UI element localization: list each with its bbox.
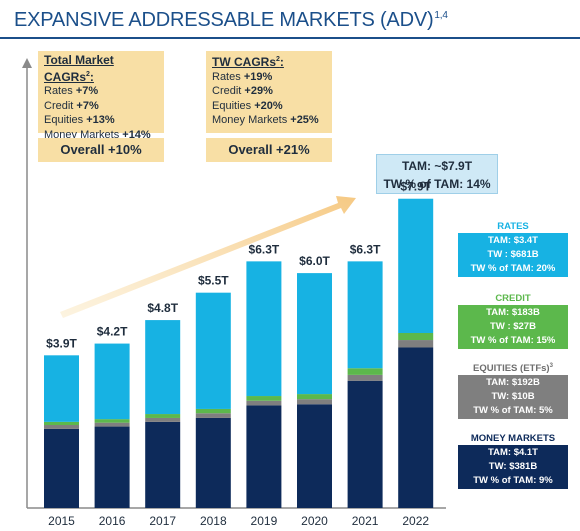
total-cagr-heading: Total Market CAGRs2: <box>44 53 114 84</box>
money-markets-tam: TAM: $4.1T <box>488 447 538 458</box>
bar-total-label-2016: $4.2T <box>97 325 128 339</box>
bar-segment-2022-money-markets <box>398 347 434 508</box>
bar-segment-2018-equities-etfs <box>195 413 231 418</box>
bar-total-label-2021: $6.3T <box>350 242 381 256</box>
money-markets-detail-box: TAM: $4.1T TW: $381B TW % of TAM: 9% <box>458 445 568 489</box>
bar-segment-2018-rates <box>195 292 231 409</box>
bar-segment-2015-rates <box>44 355 79 422</box>
page-title: EXPANSIVE ADDRESSABLE MARKETS (ADV)1,4 <box>14 9 448 31</box>
credit-detail-box: TAM: $183B TW : $27B TW % of TAM: 15% <box>458 305 568 349</box>
credit-tw: TW : $27B <box>490 321 536 332</box>
credit-title: CREDIT <box>495 293 531 304</box>
total-market-cagr-box: Total Market CAGRs2: Rates +7% Credit +7… <box>38 51 164 141</box>
tam-callout-total: TAM: ~$7.9T <box>401 159 473 173</box>
rates-detail-box: TAM: $3.4T TW : $681B TW % of TAM: 20% <box>458 233 568 277</box>
bar-segment-2016-rates <box>94 343 130 420</box>
title-divider <box>0 37 580 39</box>
tw-cagr-box: TW CAGRs2: Rates +19% Credit +29% Equiti… <box>206 51 332 133</box>
bar-total-label-2017: $4.8T <box>147 301 178 315</box>
x-tick-label-2019: 2019 <box>251 514 278 528</box>
bar-segment-2021-money-markets <box>347 380 383 508</box>
bar-segment-2020-credit <box>297 394 332 400</box>
x-tick-label-2017: 2017 <box>149 514 176 528</box>
total-cagr-rates: Rates +7% <box>44 85 99 98</box>
total-cagr-money-markets: Money Markets +14% <box>44 128 151 141</box>
bar-segment-2019-money-markets <box>246 405 282 508</box>
bar-segment-2016-money-markets <box>94 426 130 508</box>
bar-segment-2019-credit <box>246 396 282 401</box>
bar-segment-2022-rates <box>398 198 434 334</box>
bar-segment-2015-credit <box>44 421 79 426</box>
total-cagr-equities: Equities +13% <box>44 114 115 127</box>
bar-total-label-2018: $5.5T <box>198 274 229 288</box>
tw-cagr-heading: TW CAGRs2: <box>212 55 284 69</box>
tw-overall-badge: Overall +21% <box>206 138 332 162</box>
bar-segment-2017-money-markets <box>145 421 181 508</box>
bar-segment-2022-equities-etfs <box>398 340 434 348</box>
bar-segment-2020-rates <box>297 273 332 395</box>
bar-segment-2021-equities-etfs <box>347 374 383 381</box>
x-tick-label-2016: 2016 <box>99 514 126 528</box>
bar-segment-2022-credit <box>398 333 434 341</box>
credit-tam: TAM: $183B <box>486 307 540 318</box>
equities-tw: TW: $10B <box>491 391 535 402</box>
money-markets-tw: TW: $381B <box>488 461 538 472</box>
money-markets-title: MONEY MARKETS <box>470 433 556 444</box>
bar-total-label-2020: $6.0T <box>299 254 330 268</box>
bar-segment-2019-rates <box>246 261 282 397</box>
bar-segment-2017-rates <box>145 320 181 415</box>
tw-cagr-money-markets: Money Markets +25% <box>212 114 319 127</box>
tw-cagr-credit: Credit +29% <box>212 85 273 98</box>
x-tick-label-2021: 2021 <box>352 514 379 528</box>
bar-segment-2019-equities-etfs <box>246 400 282 406</box>
bar-segment-2018-money-markets <box>195 417 231 508</box>
trend-arrow <box>60 196 356 318</box>
x-tick-label-2015: 2015 <box>48 514 75 528</box>
tw-cagr-equities: Equities +20% <box>212 99 283 112</box>
bar-segment-2015-equities-etfs <box>44 425 79 429</box>
equities-title: EQUITIES (ETFs)3 <box>473 363 553 375</box>
bar-segment-2021-credit <box>347 368 383 375</box>
rates-tw: TW : $681B <box>487 249 539 260</box>
bar-total-label-2019: $6.3T <box>249 242 280 256</box>
total-overall-badge: Overall +10% <box>38 138 164 162</box>
rates-tam: TAM: $3.4T <box>488 235 538 246</box>
x-tick-label-2022: 2022 <box>402 514 429 528</box>
credit-tw-pct: TW % of TAM: 15% <box>470 335 556 346</box>
money-markets-tw-pct: TW % of TAM: 9% <box>473 475 553 486</box>
bar-segment-2020-equities-etfs <box>297 399 332 405</box>
equities-detail-box: TAM: $192B TW: $10B TW % of TAM: 5% <box>458 375 568 419</box>
bar-total-label-2015: $3.9T <box>46 336 77 350</box>
tam-callout-tw-share: TW % of TAM: 14% <box>383 177 491 191</box>
equities-tam: TAM: $192B <box>486 377 540 388</box>
tam-callout: TAM: ~$7.9T TW % of TAM: 14% <box>376 154 498 194</box>
rates-tw-pct: TW % of TAM: 20% <box>470 263 556 274</box>
bar-segment-2021-rates <box>347 261 383 369</box>
x-tick-label-2018: 2018 <box>200 514 227 528</box>
bar-segment-2016-equities-etfs <box>94 422 130 427</box>
bar-segment-2018-credit <box>195 408 231 414</box>
rates-title: RATES <box>497 221 529 232</box>
bar-segment-2015-money-markets <box>44 428 79 508</box>
x-tick-label-2020: 2020 <box>301 514 328 528</box>
equities-tw-pct: TW % of TAM: 5% <box>473 405 553 416</box>
bar-segment-2017-credit <box>145 414 181 418</box>
bar-segment-2020-money-markets <box>297 404 332 508</box>
total-cagr-credit: Credit +7% <box>44 99 99 112</box>
y-axis-arrowhead <box>22 58 32 68</box>
tw-cagr-rates: Rates +19% <box>212 70 273 83</box>
bar-segment-2016-credit <box>94 419 130 423</box>
bar-segment-2017-equities-etfs <box>145 417 181 422</box>
